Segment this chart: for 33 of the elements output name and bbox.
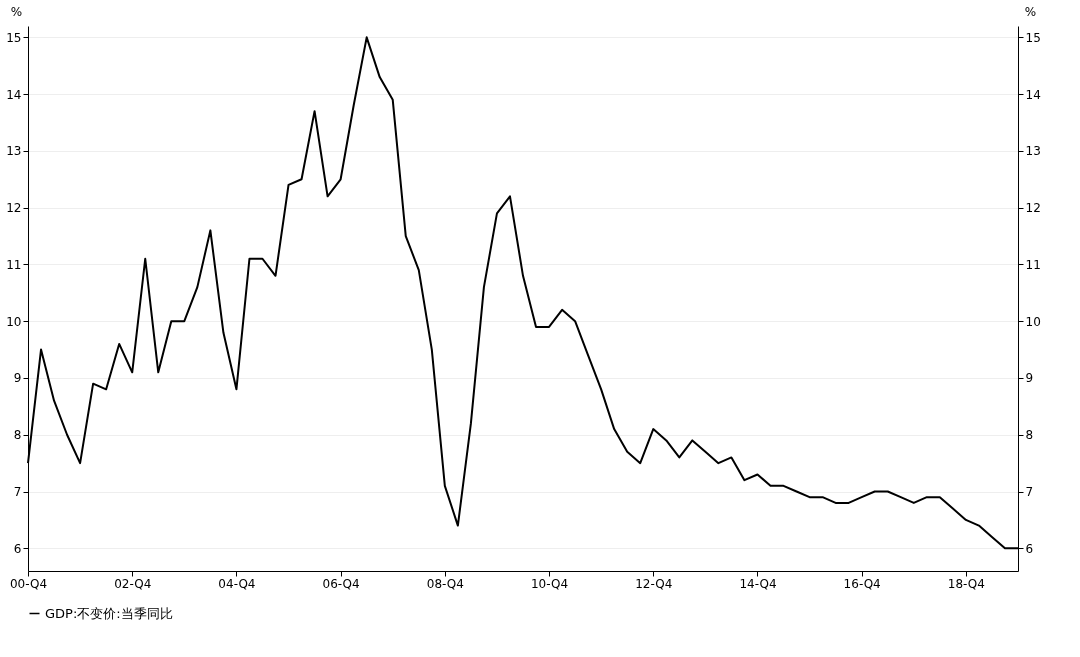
x-tick-label: 06-Q4	[322, 576, 360, 591]
y2-tick-label: 8	[1025, 428, 1034, 443]
y-tick-label: 7	[13, 485, 22, 500]
x-tick-label: 18-Q4	[947, 576, 985, 591]
x-tick-label: 04-Q4	[218, 576, 256, 591]
y-tick-label: 12	[6, 201, 22, 216]
y2-tick-label: 12	[1025, 201, 1041, 216]
y-tick-label: 9	[13, 371, 22, 386]
x-tick-label: 10-Q4	[530, 576, 569, 591]
x-tick-label: 12-Q4	[635, 576, 673, 591]
y2-tick-label: 6	[1025, 541, 1034, 556]
y2-tick-label: 15	[1025, 30, 1041, 45]
y2-tick-label: 7	[1025, 485, 1034, 500]
y2-axis-title: %	[1024, 4, 1037, 19]
y-tick-label: 14	[6, 87, 22, 102]
y-tick-label: 10	[6, 314, 22, 329]
legend-label: GDP:不变价:当季同比	[45, 605, 173, 621]
y2-tick-label: 11	[1025, 257, 1041, 272]
x-tick-label: 14-Q4	[739, 576, 777, 591]
y2-tick-label: 9	[1025, 371, 1034, 386]
x-tick-label: 16-Q4	[843, 576, 881, 591]
y2-tick-label: 10	[1025, 314, 1041, 329]
x-tick-label: 08-Q4	[426, 576, 464, 591]
y-tick-label: 15	[6, 30, 22, 45]
y-tick-label: 6	[13, 541, 22, 556]
y-tick-label: 11	[6, 257, 22, 272]
y2-tick-label: 13	[1025, 144, 1041, 159]
y-axis-title: %	[10, 4, 23, 19]
x-tick-label: 00-Q4	[9, 576, 48, 591]
x-tick-label: 02-Q4	[114, 576, 152, 591]
y2-tick-label: 14	[1025, 87, 1041, 102]
y-tick-label: 8	[13, 428, 22, 443]
y-tick-label: 13	[6, 144, 22, 159]
